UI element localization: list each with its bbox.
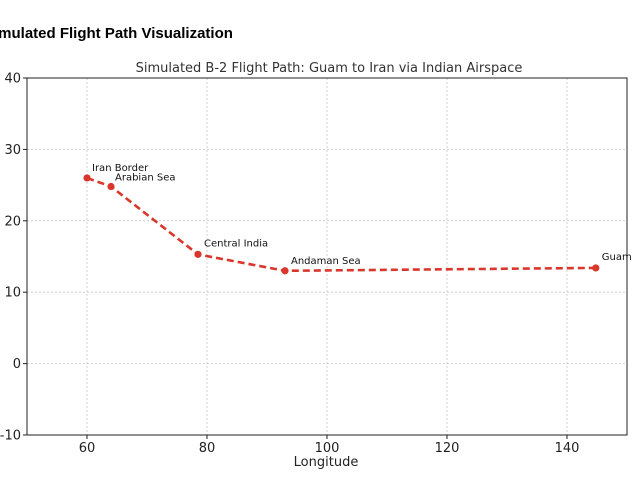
x-tick-label: 60 (79, 441, 96, 456)
waypoint-marker (194, 250, 202, 258)
waypoint-marker (281, 267, 289, 275)
chart-title: Simulated B-2 Flight Path: Guam to Iran … (136, 61, 523, 76)
x-axis-ticks: 60 80 100 120 140 (79, 435, 580, 456)
x-tick-label: 80 (199, 441, 216, 456)
x-tick-label: 120 (435, 441, 460, 456)
waypoint-marker (83, 174, 91, 182)
waypoints: Guam Andaman Sea Central India Arabian SeaI… (83, 163, 632, 275)
x-tick-label: 100 (315, 441, 340, 456)
waypoint-label: Guam (602, 252, 632, 263)
y-tick-label: -10 (0, 429, 21, 444)
page-heading: imulated Flight Path Visualization (0, 25, 233, 42)
waypoint-label: Arabian Sea (115, 173, 175, 184)
waypoint-label: Iran Border (92, 163, 149, 174)
waypoint-marker (592, 264, 600, 272)
waypoint-label: Central India (204, 238, 268, 249)
waypoint-marker (107, 182, 115, 191)
waypoint-label: Andaman Sea (291, 256, 361, 267)
y-tick-label: 0 (13, 357, 21, 372)
y-tick-label: 10 (4, 286, 21, 301)
y-axis-ticks: -10 0 10 20 30 40 (0, 72, 27, 444)
y-tick-label: 40 (4, 72, 21, 87)
y-tick-label: 20 (4, 214, 21, 229)
x-axis-label: Longitude (294, 455, 359, 470)
y-tick-label: 30 (4, 143, 21, 158)
x-tick-label: 140 (555, 441, 580, 456)
